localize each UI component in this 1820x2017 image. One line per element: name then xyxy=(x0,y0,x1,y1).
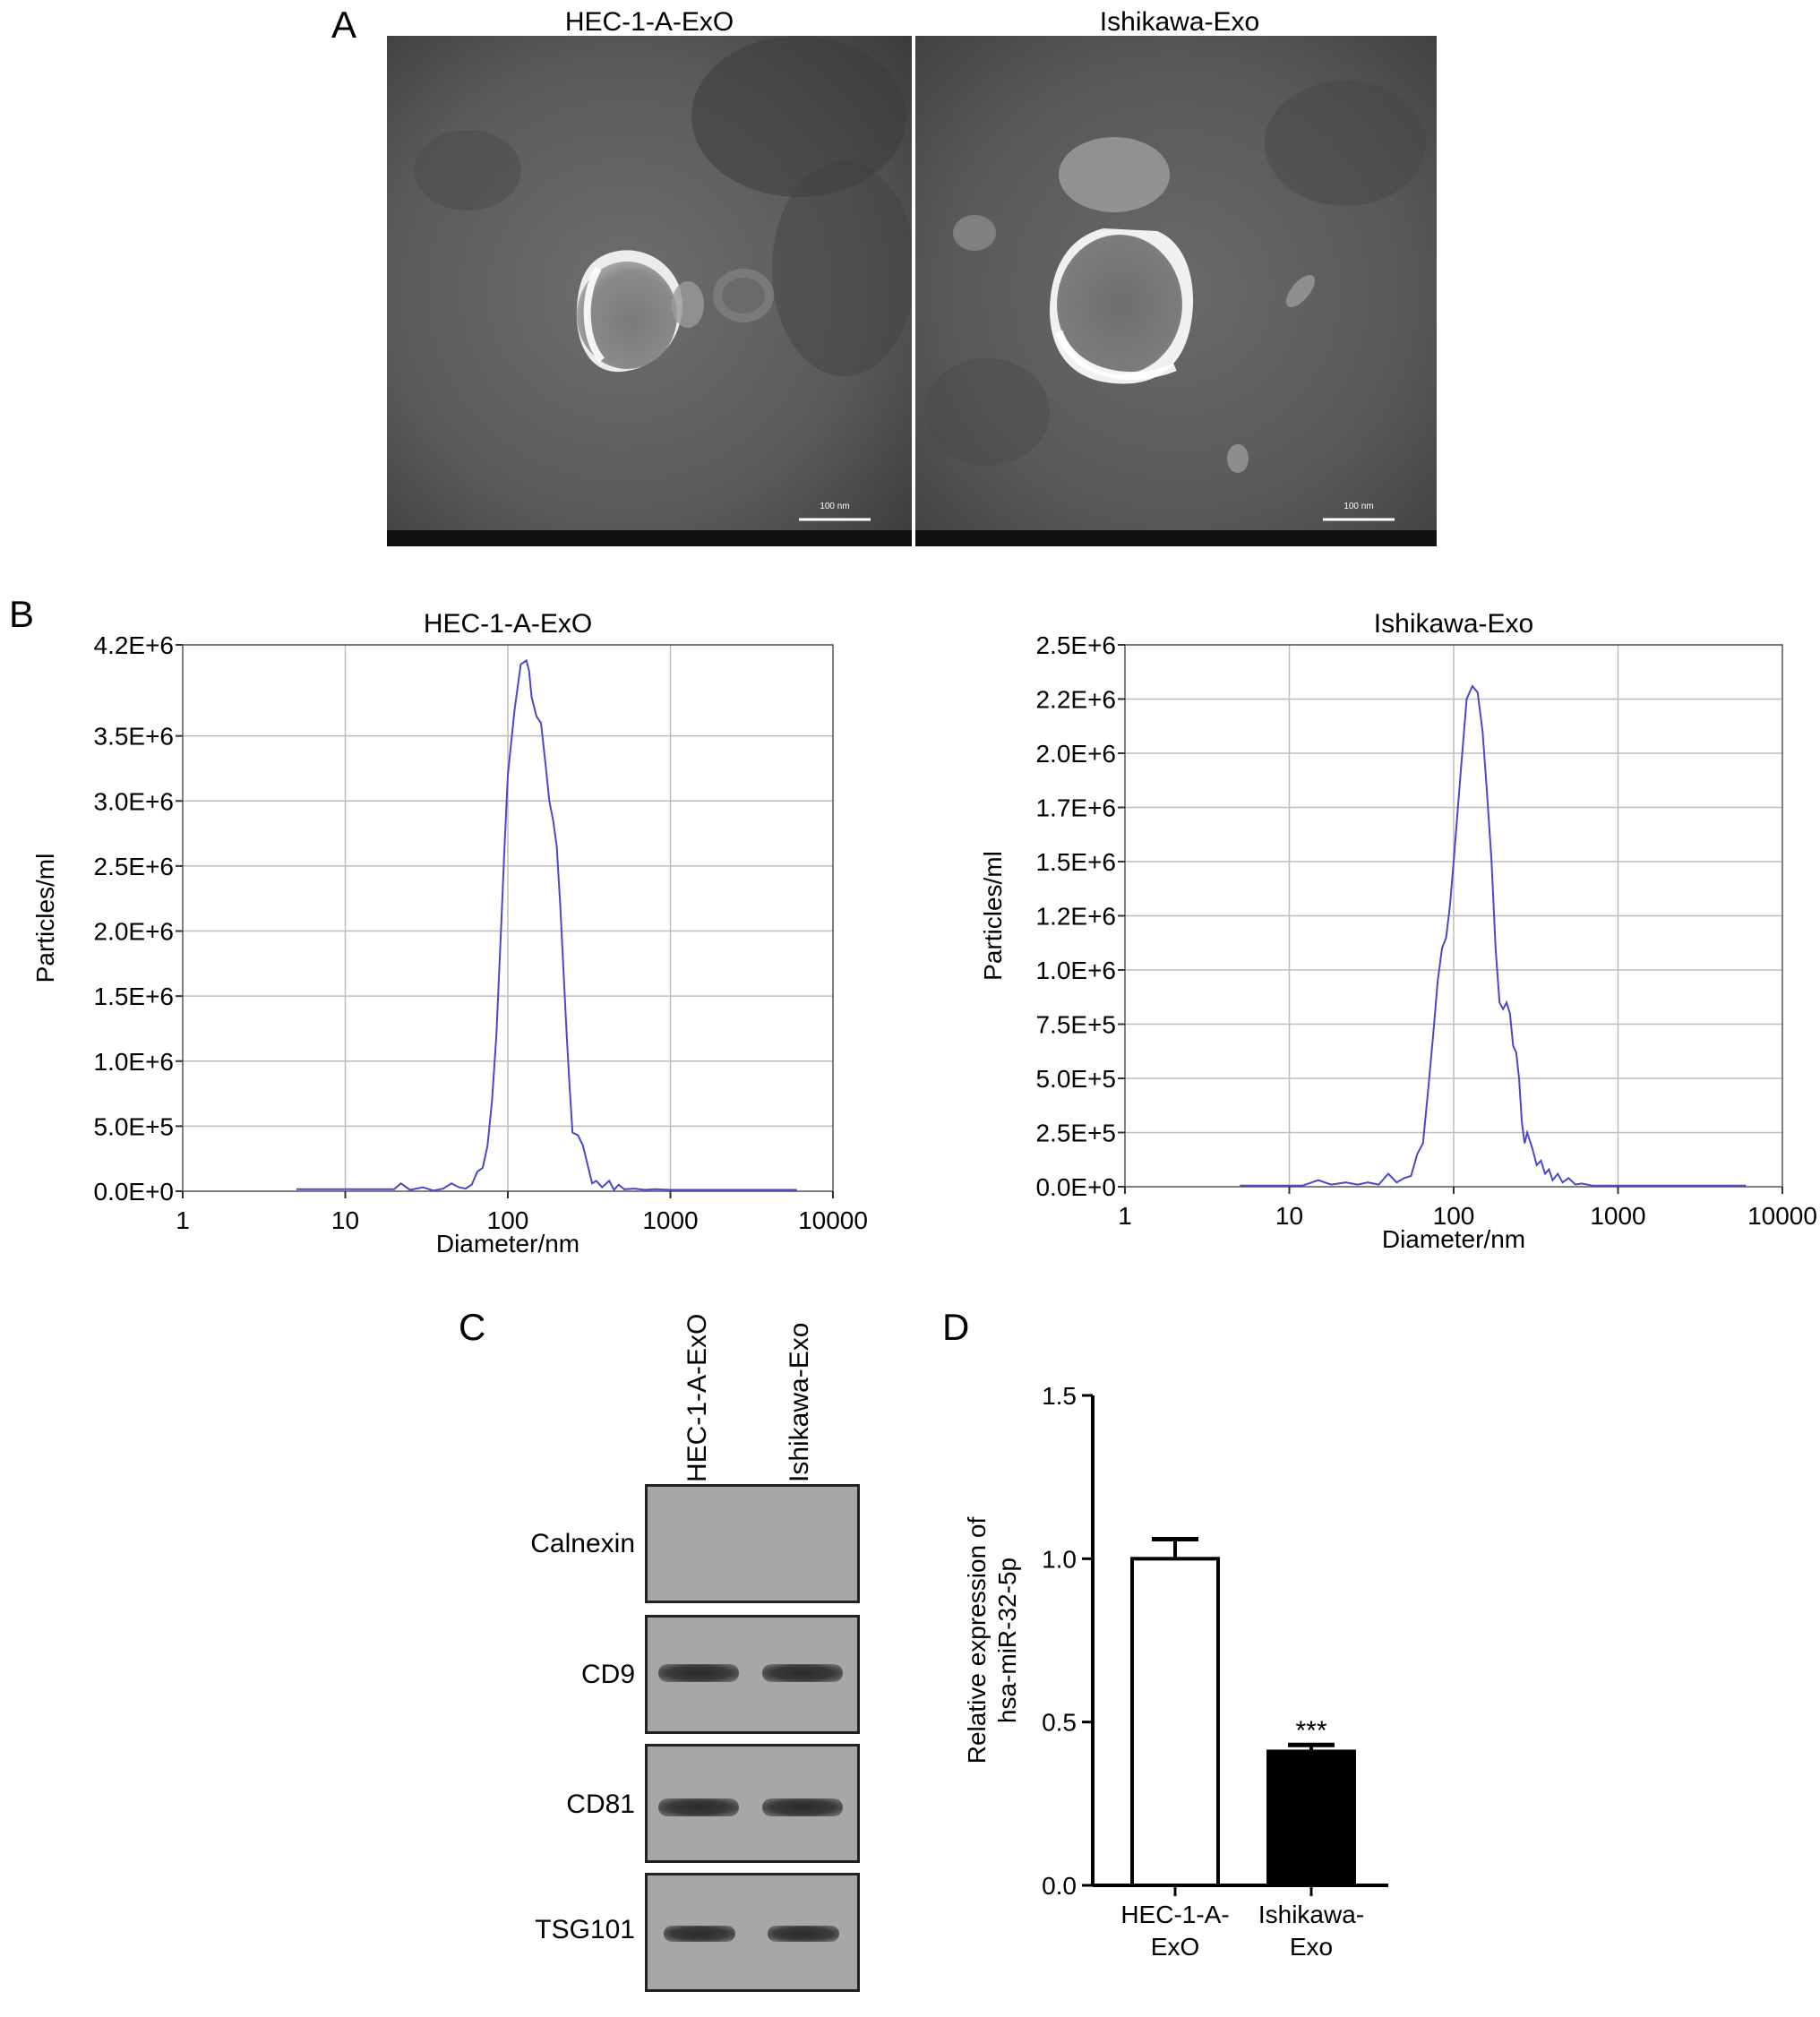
y-tick-label: 2.5E+6 xyxy=(1035,631,1116,659)
x-tick-label: 10000 xyxy=(798,1206,868,1234)
panel-letter-c: C xyxy=(459,1306,486,1348)
blot-cd81 xyxy=(645,1744,860,1863)
x-tick-label: ExO xyxy=(1151,1933,1199,1961)
lane-label-hec: HEC-1-A-ExO xyxy=(682,1313,712,1482)
protein-label-tsg101: TSG101 xyxy=(535,1915,635,1944)
x-tick-label: 1 xyxy=(176,1206,190,1234)
band-tsg101-hec xyxy=(664,1926,735,1942)
y-tick-label: 0.0 xyxy=(1042,1872,1077,1900)
x-tick-label: 100 xyxy=(487,1206,529,1234)
protein-label-cd9: CD9 xyxy=(580,1660,635,1689)
protein-label-calnexin: Calnexin xyxy=(530,1529,635,1558)
band-tsg101-ishikawa xyxy=(768,1926,839,1942)
size-distribution-line xyxy=(296,658,797,1192)
nta-chart-ishikawa: 0.0E+0 2.5E+5 5.0E+5 7.5E+5 1.0E+6 1.2E+6 1.5E… xyxy=(979,609,1817,1253)
scale-bar-label-hec: 100 nm xyxy=(820,502,850,511)
y-tick-label: 1.5 xyxy=(1042,1382,1077,1410)
panel-letter-b: B xyxy=(9,593,35,635)
nta-chart-hec: 0.0E+0 5.0E+5 1.0E+6 1.5E+6 2.0E+6 2.5E+6 3.0E… xyxy=(31,609,868,1257)
y-tick-label: 0.0E+0 xyxy=(93,1178,174,1206)
y-axis-label: hsa-miR-32-5p xyxy=(993,1558,1021,1723)
y-tick-label: 1.7E+6 xyxy=(1035,794,1116,822)
y-tick-label: 2.2E+6 xyxy=(1035,686,1116,714)
protein-label-cd81: CD81 xyxy=(566,1790,635,1819)
x-axis-label: Diameter/nm xyxy=(1382,1225,1525,1253)
y-tick-label: 1.0 xyxy=(1042,1545,1077,1573)
band-cd9-hec xyxy=(658,1664,739,1682)
bar xyxy=(1266,1749,1356,1887)
panel-letter-d: D xyxy=(942,1306,970,1348)
x-tick-label: 1 xyxy=(1118,1202,1132,1230)
y-tick-label: 5.0E+5 xyxy=(93,1112,174,1140)
lane-label-ishikawa: Ishikawa-Exo xyxy=(785,1322,814,1482)
y-tick-label: 0.5 xyxy=(1042,1709,1077,1737)
y-tick-label: 7.5E+5 xyxy=(1035,1011,1116,1039)
y-tick-label: 2.0E+6 xyxy=(1035,740,1116,768)
y-axis-label: Particles/ml xyxy=(979,851,1007,981)
x-tick-label: HEC-1-A- xyxy=(1120,1901,1229,1928)
x-tick-label: 100 xyxy=(1433,1202,1475,1230)
y-tick-label: 1.0E+6 xyxy=(1035,957,1116,984)
x-tick-label: Ishikawa- xyxy=(1258,1901,1364,1928)
y-tick-label: 3.5E+6 xyxy=(93,723,174,751)
x-tick-label: 10 xyxy=(331,1206,359,1234)
y-axis-label: Particles/ml xyxy=(31,854,59,983)
y-axis-label: Relative expression of xyxy=(963,1517,991,1764)
bar xyxy=(1130,1557,1220,1887)
band-cd9-ishikawa xyxy=(762,1664,843,1682)
tem-title-hec: HEC-1-A-ExO xyxy=(564,7,734,37)
y-tick-label: 1.0E+6 xyxy=(93,1048,174,1076)
y-tick-label: 3.0E+6 xyxy=(93,787,174,815)
tem-title-ishikawa: Ishikawa-Exo xyxy=(1099,7,1260,37)
blot-tsg101 xyxy=(645,1873,860,1992)
significance-marker: *** xyxy=(1295,1716,1326,1746)
chart-title: Ishikawa-Exo xyxy=(1374,609,1533,639)
tem-image-hec: 100 nm xyxy=(387,36,912,546)
x-tick-label: 1000 xyxy=(642,1206,698,1234)
band-cd81-ishikawa xyxy=(762,1798,843,1816)
x-tick-label: 10 xyxy=(1275,1202,1303,1230)
y-tick-label: 2.5E+5 xyxy=(1035,1120,1116,1147)
x-axis-label: Diameter/nm xyxy=(436,1230,579,1257)
x-tick-label: 10000 xyxy=(1747,1202,1817,1230)
y-tick-label: 1.2E+6 xyxy=(1035,903,1116,931)
y-tick-label: 1.5E+6 xyxy=(1035,848,1116,876)
y-tick-label: 5.0E+5 xyxy=(1035,1065,1116,1093)
blot-cd9 xyxy=(645,1615,860,1734)
y-tick-label: 2.0E+6 xyxy=(93,918,174,946)
blot-calnexin xyxy=(645,1484,860,1603)
x-tick-label: 1000 xyxy=(1590,1202,1645,1230)
scale-bar-label-ishikawa: 100 nm xyxy=(1344,502,1374,511)
chart-title: HEC-1-A-ExO xyxy=(424,609,592,639)
y-tick-label: 2.5E+6 xyxy=(93,853,174,880)
panel-letter-a: A xyxy=(331,4,357,46)
y-tick-label: 1.5E+6 xyxy=(93,983,174,1010)
size-distribution-line xyxy=(1240,684,1747,1187)
y-tick-label: 0.0E+0 xyxy=(1035,1173,1116,1201)
x-tick-label: Exo xyxy=(1290,1933,1333,1961)
y-tick-label: 4.2E+6 xyxy=(93,631,174,659)
mirna-expression-chart: 0.0 0.5 1.0 1.5 HEC-1-A- ExO Ishikawa- Exo *** Re… xyxy=(963,1382,1388,1961)
tem-image-ishikawa: 100 nm xyxy=(915,36,1437,546)
band-cd81-hec xyxy=(658,1798,739,1816)
